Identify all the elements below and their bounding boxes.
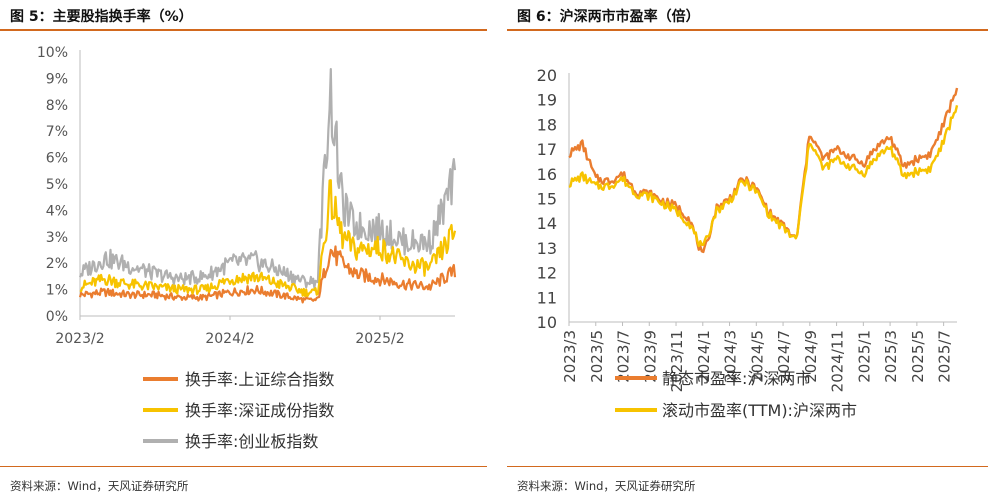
series-line-1 [568,105,959,248]
source-rule [507,466,988,467]
y-tick-label: 16 [537,165,557,184]
legend-label: 换手率:深证成份指数 [185,401,334,420]
y-tick-label: 10 [537,313,557,332]
y-tick-label: 5% [46,177,68,193]
y-tick-label: 9% [46,71,68,87]
series-line-0 [568,87,959,254]
x-tick-label: 2024/11 [829,330,847,392]
y-tick-label: 20 [537,66,557,85]
legend-label: 静态市盈率:沪深两市 [662,369,811,388]
y-tick-label: 7% [46,124,68,140]
figure-6-panel: 图 6：沪深两市市盈率（倍） 10 11 12 13 14 15 16 17 18 19 20 202… [507,0,988,497]
title-rule [0,29,487,31]
pe-ratio-chart: 10 11 12 13 14 15 16 17 18 19 20 2023/3 2023/5 2023/7… [537,66,959,420]
x-tick-label: 2025/1 [855,330,873,383]
x-tick-label: 2023/5 [588,330,606,383]
title-rule [507,29,988,31]
x-tick-label: 2024/7 [775,330,793,383]
turnover-chart: 0% 1% 2% 3% 4% 5% 6% 7% 8% 9% 10% 2023/2 2024/2 2025/… [37,45,457,451]
figure-5-source: 资料来源：Wind，天风证券研究所 [10,479,189,493]
y-tick-label: 19 [537,91,557,110]
figure-5-panel: 图 5：主要股指换手率（%） 0% 1% 2% 3% 4% 5% 6% 7% 8% 9% 10% 20… [0,0,487,497]
y-tick-label: 2% [46,256,68,272]
x-tick-label: 2024/2 [205,331,254,347]
x-tick-label: 2025/5 [909,330,927,383]
figure-6-title: 图 6：沪深两市市盈率（倍） [517,9,700,25]
y-tick-label: 17 [537,140,557,159]
y-tick-label: 18 [537,115,557,134]
x-tick-label: 2025/3 [882,330,900,383]
x-tick-label: 2023/3 [561,330,579,383]
y-tick-label: 0% [46,309,68,325]
source-rule [0,466,487,467]
figure-5-title: 图 5：主要股指换手率（%） [10,9,193,25]
y-tick-label: 15 [537,190,557,209]
series-line-1 [79,179,457,298]
y-tick-label: 3% [46,230,68,246]
x-tick-label: 2024/1 [695,330,713,383]
x-tick-label: 2024/9 [802,330,820,383]
y-tick-label: 1% [46,283,68,299]
legend-label: 滚动市盈率(TTM):沪深两市 [662,401,857,420]
series-line-2 [78,67,457,289]
y-tick-label: 13 [537,239,557,258]
y-tick-label: 11 [537,288,557,307]
x-tick-label: 2024/3 [722,330,740,383]
x-tick-label: 2023/11 [668,330,686,392]
y-tick-label: 12 [537,264,557,283]
series-line-0 [78,245,457,304]
x-tick-label: 2023/9 [641,330,659,383]
legend-label: 换手率:上证综合指数 [185,370,334,389]
y-tick-label: 10% [37,45,68,61]
y-tick-label: 6% [46,151,68,167]
x-tick-label: 2023/7 [615,330,633,383]
y-tick-label: 14 [537,214,557,233]
x-tick-label: 2023/2 [55,331,104,347]
legend-label: 换手率:创业板指数 [185,432,318,451]
x-tick-label: 2024/5 [748,330,766,383]
y-tick-label: 4% [46,203,68,219]
x-tick-label: 2025/7 [936,330,954,383]
y-tick-label: 8% [46,98,68,114]
figure-6-source: 资料来源：Wind，天风证券研究所 [517,479,696,493]
x-tick-label: 2025/2 [355,331,404,347]
